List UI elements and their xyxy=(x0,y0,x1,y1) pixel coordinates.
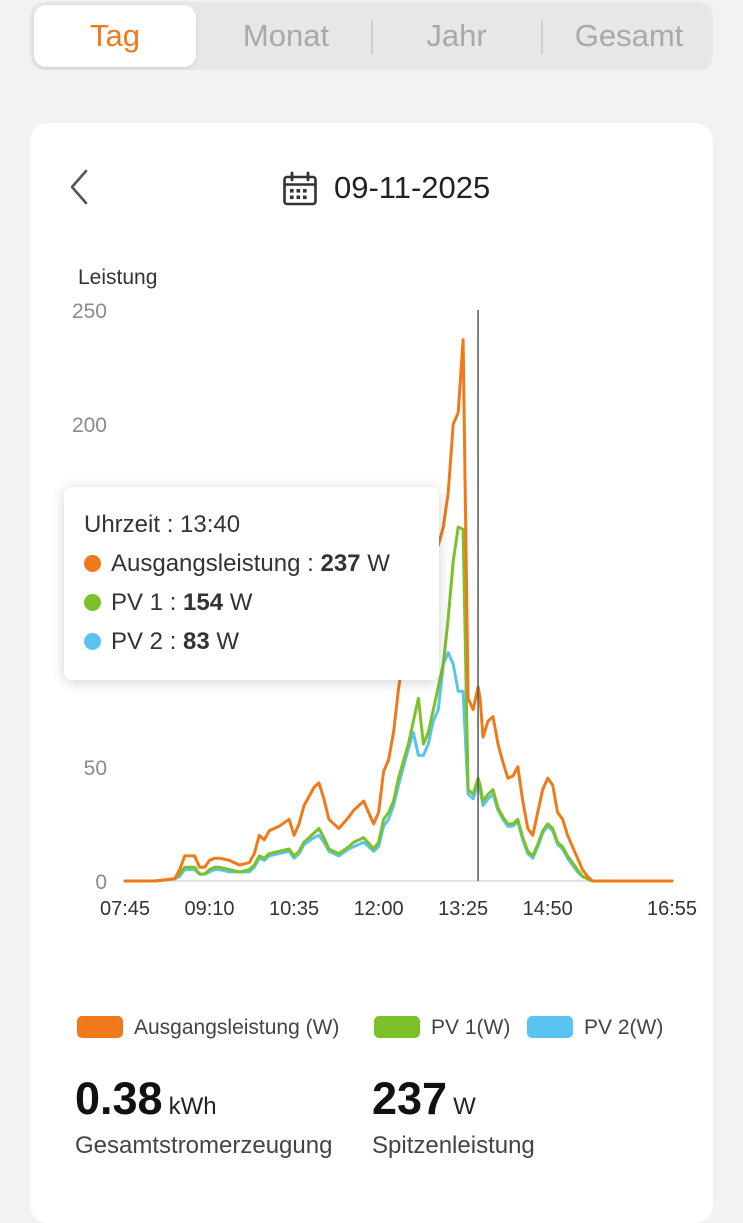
tooltip-row-pv2: PV 2 : 83 W xyxy=(84,628,239,656)
tab-tag[interactable]: Tag xyxy=(34,5,196,67)
peak-power-label: Spitzenleistung xyxy=(372,1132,535,1159)
series-line-pv1 xyxy=(123,525,674,883)
tooltip-label: Ausgangsleistung : xyxy=(111,550,321,577)
power-chart[interactable]: Leistung 0 50 200 250 07:45 09:10 10:35 12:00 1… xyxy=(0,0,743,960)
legend-item-pv1[interactable]: PV 1(W) xyxy=(374,1015,514,1043)
legend-item-pv2[interactable]: PV 2(W) xyxy=(527,1015,677,1043)
date-label: 09-11-2025 xyxy=(334,170,491,205)
total-energy-number: 0.38 xyxy=(75,1073,163,1124)
x-tick-label: 10:35 xyxy=(269,898,319,920)
tooltip-row-output: Ausgangsleistung : 237 W xyxy=(84,550,390,578)
y-tick-label: 50 xyxy=(84,757,107,780)
tooltip-value: 237 xyxy=(320,550,361,577)
peak-power-unit: W xyxy=(453,1093,476,1120)
y-axis-ticks: 0 50 200 250 xyxy=(72,300,107,894)
tab-divider xyxy=(541,20,543,54)
x-tick-label: 14:50 xyxy=(523,898,573,920)
blue-dot-icon xyxy=(84,633,101,650)
tab-gesamt[interactable]: Gesamt xyxy=(574,18,684,53)
period-tabs: Tag Monat Jahr Gesamt xyxy=(30,2,713,70)
y-axis-title: Leistung xyxy=(78,266,157,289)
legend-label: Ausgangsleistung (W) xyxy=(134,1016,340,1039)
x-axis-ticks: 07:45 09:10 10:35 12:00 13:25 14:50 16:55 xyxy=(100,898,697,920)
y-tick-label: 0 xyxy=(95,871,107,894)
total-energy-label: Gesamtstromerzeugung xyxy=(75,1132,333,1159)
calendar-icon xyxy=(282,171,318,207)
legend-item-output[interactable]: Ausgangsleistung (W) xyxy=(77,1015,367,1043)
legend-swatch-pv2 xyxy=(527,1016,573,1038)
green-dot-icon xyxy=(84,594,101,611)
tooltip-label: PV 1 : xyxy=(111,589,184,616)
tooltip-row-pv1: PV 1 : 154 W xyxy=(84,589,252,617)
x-tick-label: 09:10 xyxy=(185,898,235,920)
chart-series xyxy=(123,338,674,883)
tooltip-label: PV 2 : xyxy=(111,628,184,655)
tooltip-value: 154 xyxy=(183,589,224,616)
tooltip-time: Uhrzeit : 13:40 xyxy=(84,511,241,538)
tooltip-value: 83 xyxy=(183,628,210,655)
legend-label: PV 2(W) xyxy=(584,1016,664,1039)
x-tick-label: 16:55 xyxy=(647,898,697,920)
peak-power-value: 237 W xyxy=(372,1073,476,1125)
legend-swatch-pv1 xyxy=(374,1016,420,1038)
tooltip-unit: W xyxy=(209,628,240,655)
tab-divider xyxy=(371,20,373,54)
x-tick-label: 12:00 xyxy=(354,898,404,920)
chart-tooltip: Uhrzeit : 13:40 Ausgangsleistung : 237 W… xyxy=(64,487,439,680)
x-tick-label: 07:45 xyxy=(100,898,150,920)
legend-swatch-output xyxy=(77,1016,123,1038)
chevron-left-icon[interactable] xyxy=(64,165,104,209)
peak-power-number: 237 xyxy=(372,1073,448,1124)
tooltip-unit: W xyxy=(223,589,253,616)
tab-jahr[interactable]: Jahr xyxy=(426,18,487,53)
y-tick-label: 250 xyxy=(72,300,107,323)
legend-label: PV 1(W) xyxy=(431,1016,511,1039)
y-tick-label: 200 xyxy=(72,414,107,437)
total-energy-value: 0.38 kWh xyxy=(75,1073,217,1125)
x-tick-label: 13:25 xyxy=(438,898,488,920)
tab-monat[interactable]: Monat xyxy=(242,18,330,53)
total-energy-unit: kWh xyxy=(168,1093,217,1120)
orange-dot-icon xyxy=(84,555,101,572)
tooltip-unit: W xyxy=(360,550,390,577)
series-line-output xyxy=(123,338,674,883)
